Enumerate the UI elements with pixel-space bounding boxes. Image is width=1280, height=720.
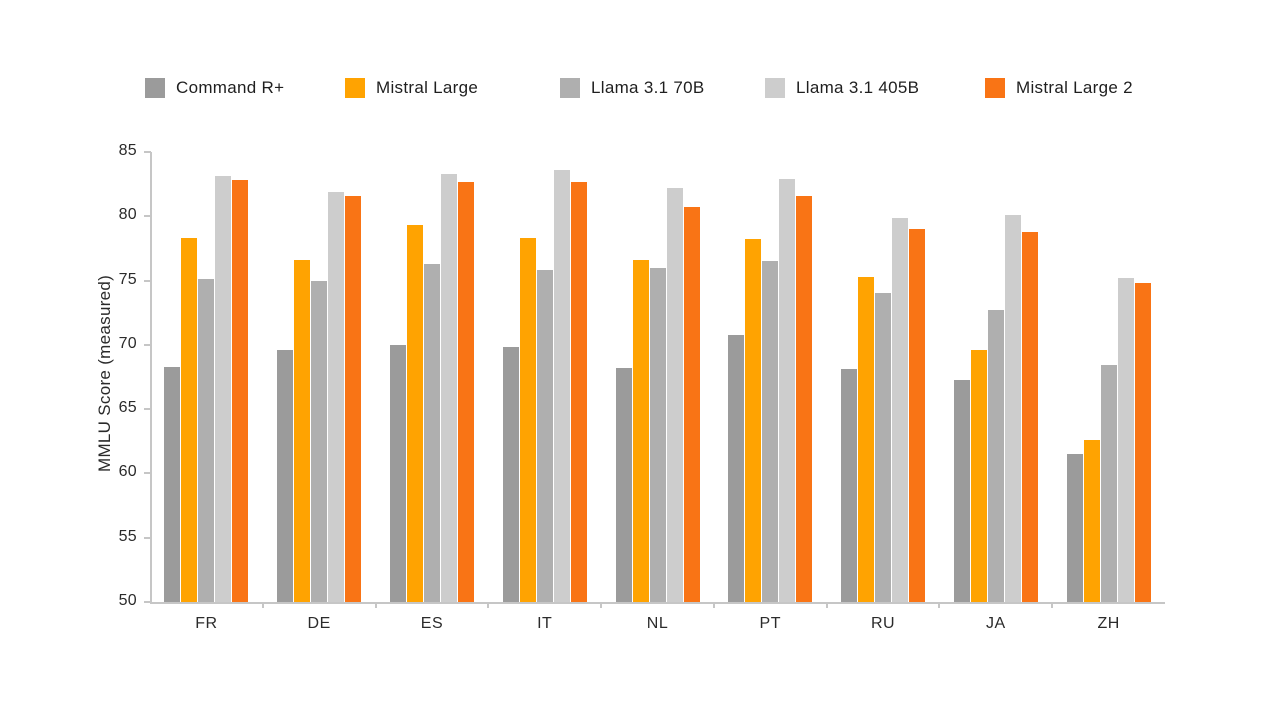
bar-mistral-large-2-zh [1134, 283, 1151, 602]
y-tick-label: 55 [118, 527, 137, 545]
bar-mistral-large-2-ru [909, 229, 926, 602]
y-tick-label: 60 [118, 463, 137, 481]
bar-mistral-large-ja [970, 350, 987, 602]
bar-mistral-large-2-nl [683, 207, 700, 602]
bar-mistral-large-it [519, 238, 536, 602]
y-tick-mark [144, 536, 151, 539]
bar-llama-3-1-70b-pt [762, 261, 779, 602]
bar-command-r--pt [728, 334, 745, 602]
x-tick-label: NL [646, 615, 669, 632]
bar-llama-3-1-405b-pt [779, 179, 796, 602]
bar-mistral-large-pt [745, 239, 762, 602]
y-axis-line [150, 152, 152, 602]
y-tick-mark [144, 408, 151, 411]
x-tick-mark [1051, 602, 1054, 608]
bar-llama-3-1-405b-fr [215, 176, 232, 602]
bar-llama-3-1-70b-es [423, 263, 440, 602]
legend-item: Llama 3.1 70B [560, 78, 705, 98]
x-tick-mark [600, 602, 603, 608]
bar-mistral-large-zh [1083, 440, 1100, 602]
y-axis-title: MMLU Score (measured) [95, 274, 114, 472]
x-tick-label: RU [870, 615, 896, 632]
bar-command-r--ru [841, 369, 858, 602]
x-tick-label: ZH [1097, 615, 1120, 632]
bar-llama-3-1-405b-ru [892, 217, 909, 602]
bar-command-r--zh [1066, 454, 1083, 602]
bar-llama-3-1-70b-it [536, 270, 553, 602]
y-tick-label: 75 [118, 270, 137, 288]
legend-label: Llama 3.1 405B [796, 78, 920, 97]
x-tick-label: JA [985, 615, 1006, 632]
bar-llama-3-1-405b-zh [1117, 278, 1134, 602]
y-tick-mark [144, 343, 151, 346]
x-tick-label: DE [307, 615, 331, 632]
y-tick-label: 65 [118, 399, 137, 417]
x-tick-label: IT [537, 615, 553, 632]
bar-llama-3-1-405b-de [328, 191, 345, 602]
x-tick-mark [487, 602, 490, 608]
x-tick-mark [374, 602, 377, 608]
bar-llama-3-1-405b-it [553, 170, 570, 602]
bar-llama-3-1-70b-zh [1100, 365, 1117, 602]
legend-item: Mistral Large [345, 78, 478, 98]
y-tick-label: 50 [118, 592, 137, 609]
legend-label: Mistral Large 2 [1016, 78, 1133, 97]
chart-legend: Command R+ Mistral Large Llama 3.1 70B Llam… [0, 0, 1280, 120]
bar-command-r--fr [164, 366, 181, 602]
bar-llama-3-1-70b-ja [987, 310, 1004, 602]
bar-llama-3-1-405b-nl [666, 188, 683, 602]
x-tick-mark [261, 602, 264, 608]
bar-mistral-large-nl [632, 260, 649, 602]
legend-swatch [985, 78, 1005, 98]
y-tick-label: 70 [118, 334, 137, 352]
legend-item: Command R+ [145, 78, 284, 98]
legend-label: Mistral Large [376, 78, 479, 97]
y-tick-mark [144, 601, 151, 603]
bar-mistral-large-de [294, 260, 311, 602]
x-tick-mark [712, 602, 715, 608]
bar-command-r--ja [953, 379, 970, 602]
y-tick-mark [144, 472, 151, 475]
y-tick-mark [144, 215, 151, 218]
bar-llama-3-1-70b-nl [649, 267, 666, 602]
y-tick-label: 80 [118, 206, 137, 224]
legend-swatch [560, 78, 580, 98]
bar-mistral-large-2-pt [796, 195, 813, 602]
x-tick-mark [938, 602, 941, 608]
bar-command-r--nl [615, 368, 632, 602]
bar-mistral-large-2-de [345, 195, 362, 602]
bar-mistral-large-fr [181, 238, 198, 602]
x-tick-mark [825, 602, 828, 608]
x-tick-label: ES [420, 615, 444, 632]
bar-mistral-large-es [406, 225, 423, 602]
bar-mistral-large-ru [858, 276, 875, 602]
bar-mistral-large-2-it [570, 181, 587, 602]
legend-swatch [345, 78, 365, 98]
bar-command-r--it [502, 347, 519, 602]
legend-swatch [765, 78, 785, 98]
legend-swatch [145, 78, 165, 98]
x-tick-label: PT [759, 615, 781, 632]
bar-llama-3-1-70b-ru [875, 293, 892, 602]
legend-label: Command R+ [176, 78, 285, 97]
bar-mistral-large-2-es [457, 181, 474, 602]
legend-label: Llama 3.1 70B [591, 78, 705, 97]
legend-item: Llama 3.1 405B [765, 78, 919, 98]
bar-llama-3-1-70b-de [311, 280, 328, 602]
bar-llama-3-1-405b-es [440, 173, 457, 602]
y-tick-mark [144, 279, 151, 282]
bar-mistral-large-2-ja [1021, 231, 1038, 602]
x-axis-line [150, 602, 1165, 604]
bar-mistral-large-2-fr [232, 180, 249, 602]
bar-llama-3-1-405b-ja [1004, 215, 1021, 602]
x-tick-label: FR [195, 615, 218, 632]
bar-llama-3-1-70b-fr [198, 279, 215, 602]
bar-command-r--es [389, 344, 406, 602]
legend-item: Mistral Large 2 [985, 78, 1133, 98]
y-tick-mark [144, 151, 151, 153]
y-tick-label: 85 [118, 142, 137, 159]
bar-command-r--de [277, 350, 294, 602]
